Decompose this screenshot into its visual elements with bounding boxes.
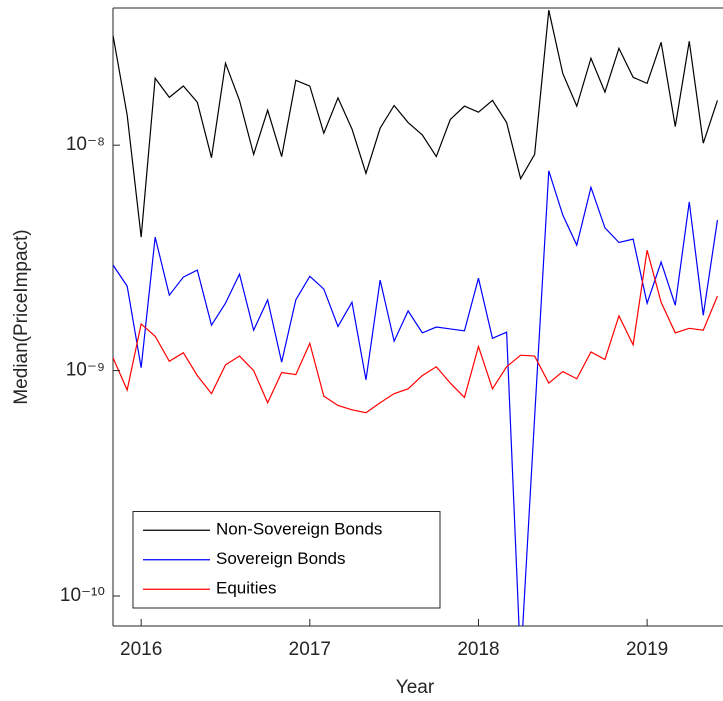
y-axis-title: Median(PriceImpact) (11, 229, 32, 404)
plot-lines (113, 10, 719, 626)
series-line (113, 10, 718, 238)
legend-label: Non-Sovereign Bonds (216, 520, 382, 539)
legend-label: Sovereign Bonds (216, 549, 345, 568)
y-tick-label: 10⁻⁸ (66, 134, 105, 155)
series-line (113, 250, 718, 414)
series-line (113, 170, 719, 626)
x-tick-label: 2018 (457, 639, 499, 660)
x-axis-title: Year (396, 677, 435, 698)
x-tick-label: 2016 (120, 639, 162, 660)
legend-label: Equities (216, 579, 276, 598)
y-tick-label: 10⁻⁹ (66, 360, 105, 381)
x-tick-label: 2017 (289, 639, 331, 660)
y-tick-label: 10⁻¹⁰ (60, 585, 105, 606)
x-tick-label: 2019 (626, 639, 668, 660)
